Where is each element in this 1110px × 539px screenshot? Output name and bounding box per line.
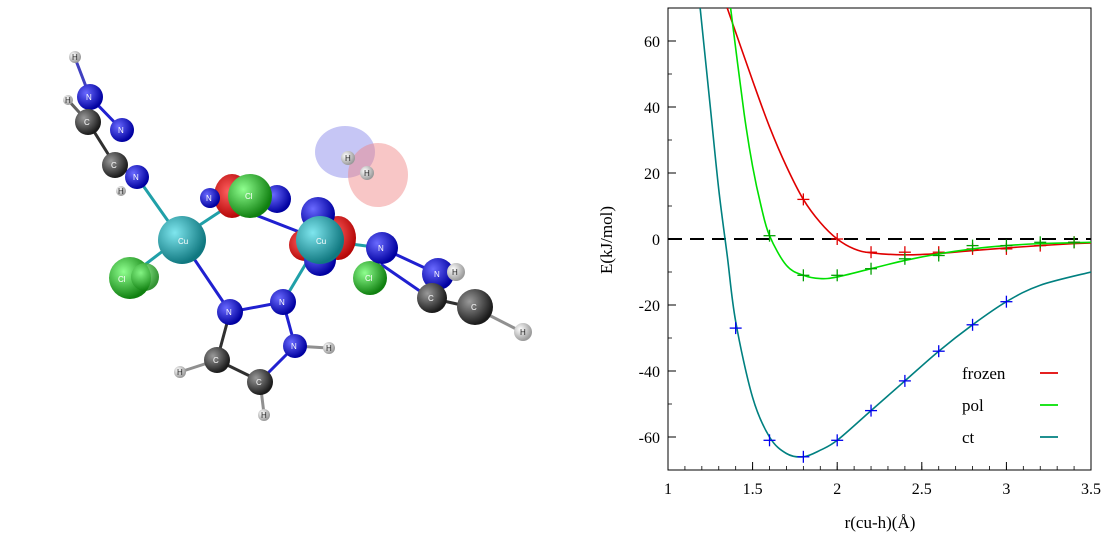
legend-label-frozen: frozen — [962, 364, 1006, 383]
series-line-ct — [699, 8, 1091, 458]
svg-text:H: H — [177, 368, 183, 377]
molecule-render: H H N N C C N H Cl Cu N Cl N N C C N H H… — [63, 51, 532, 421]
y-tick-label: -40 — [639, 364, 660, 381]
y-tick-label: 20 — [644, 166, 660, 183]
y-tick-label: 40 — [644, 100, 660, 117]
data-point-ct — [865, 404, 878, 417]
svg-text:H: H — [364, 169, 370, 178]
y-axis-label: E(kJ/mol) — [597, 206, 616, 274]
svg-text:Cu: Cu — [178, 237, 188, 246]
legend-label-pol: pol — [962, 396, 984, 415]
y-tick-label: -60 — [639, 430, 660, 447]
svg-text:C: C — [428, 294, 434, 303]
series-line-frozen — [726, 8, 1091, 256]
svg-text:Cl: Cl — [365, 274, 373, 283]
svg-text:C: C — [111, 161, 117, 170]
data-point-pol — [1068, 236, 1081, 249]
data-point-pol — [1034, 236, 1047, 249]
data-point-ct — [831, 434, 844, 447]
y-tick-label: 60 — [644, 34, 660, 51]
data-point-frozen — [797, 193, 810, 206]
svg-text:N: N — [133, 173, 139, 182]
svg-text:N: N — [378, 244, 384, 253]
data-point-pol — [797, 269, 810, 282]
svg-text:N: N — [291, 342, 297, 351]
data-point-pol — [1000, 239, 1013, 252]
svg-text:N: N — [206, 194, 212, 203]
legend-label-ct: ct — [962, 428, 975, 447]
svg-text:H: H — [118, 187, 124, 196]
axes: 1 1.5 2 2.5 3 3.5 -60 -40 -20 0 20 40 60 — [639, 7, 1101, 498]
svg-text:C: C — [213, 356, 219, 365]
svg-text:N: N — [279, 298, 285, 307]
svg-text:N: N — [434, 270, 440, 279]
svg-text:Cl: Cl — [118, 275, 126, 284]
svg-text:H: H — [72, 53, 78, 62]
data-point-ct — [797, 450, 810, 463]
orbital-lobe-red — [348, 143, 408, 207]
data-point-pol — [898, 252, 911, 265]
legend: frozen pol ct — [962, 364, 1058, 447]
data-point-pol — [763, 229, 776, 242]
svg-text:C: C — [471, 303, 477, 312]
svg-text:N: N — [226, 308, 232, 317]
svg-text:Cl: Cl — [245, 192, 253, 201]
atom-labels: H H N N C C N H Cl Cu N Cl N N C C N H H… — [65, 53, 526, 420]
data-point-pol — [865, 262, 878, 275]
x-axis-label: r(cu-h)(Å) — [845, 513, 916, 532]
data-point-pol — [932, 249, 945, 262]
x-tick-label: 3 — [1002, 481, 1010, 498]
svg-text:H: H — [345, 154, 351, 163]
data-point-ct — [1000, 295, 1013, 308]
svg-text:N: N — [86, 93, 92, 102]
x-tick-label: 3.5 — [1081, 481, 1101, 498]
svg-text:N: N — [118, 126, 124, 135]
data-point-ct — [763, 434, 776, 447]
svg-text:C: C — [84, 118, 90, 127]
y-tick-label: 0 — [652, 232, 660, 249]
x-tick-label: 2 — [833, 481, 841, 498]
data-point-pol — [966, 239, 979, 252]
svg-text:H: H — [326, 344, 332, 353]
data-point-frozen — [865, 246, 878, 259]
y-tick-label: -20 — [639, 298, 660, 315]
svg-text:H: H — [520, 328, 526, 337]
energy-chart: 1 1.5 2 2.5 3 3.5 -60 -40 -20 0 20 40 60 frozen pol ct… — [597, 7, 1101, 532]
svg-text:H: H — [261, 411, 267, 420]
x-tick-label: 1.5 — [743, 481, 763, 498]
svg-text:H: H — [65, 96, 71, 105]
data-point-ct — [932, 345, 945, 358]
data-point-pol — [831, 269, 844, 282]
svg-text:Cu: Cu — [316, 237, 326, 246]
data-point-frozen — [831, 233, 844, 245]
data-point-ct — [898, 374, 911, 387]
data-point-ct — [729, 322, 742, 335]
x-tick-label: 2.5 — [912, 481, 932, 498]
series-line-pol — [729, 8, 1091, 280]
x-tick-label: 1 — [664, 481, 672, 498]
svg-text:H: H — [452, 268, 458, 277]
svg-text:C: C — [256, 378, 262, 387]
data-point-ct — [966, 318, 979, 331]
